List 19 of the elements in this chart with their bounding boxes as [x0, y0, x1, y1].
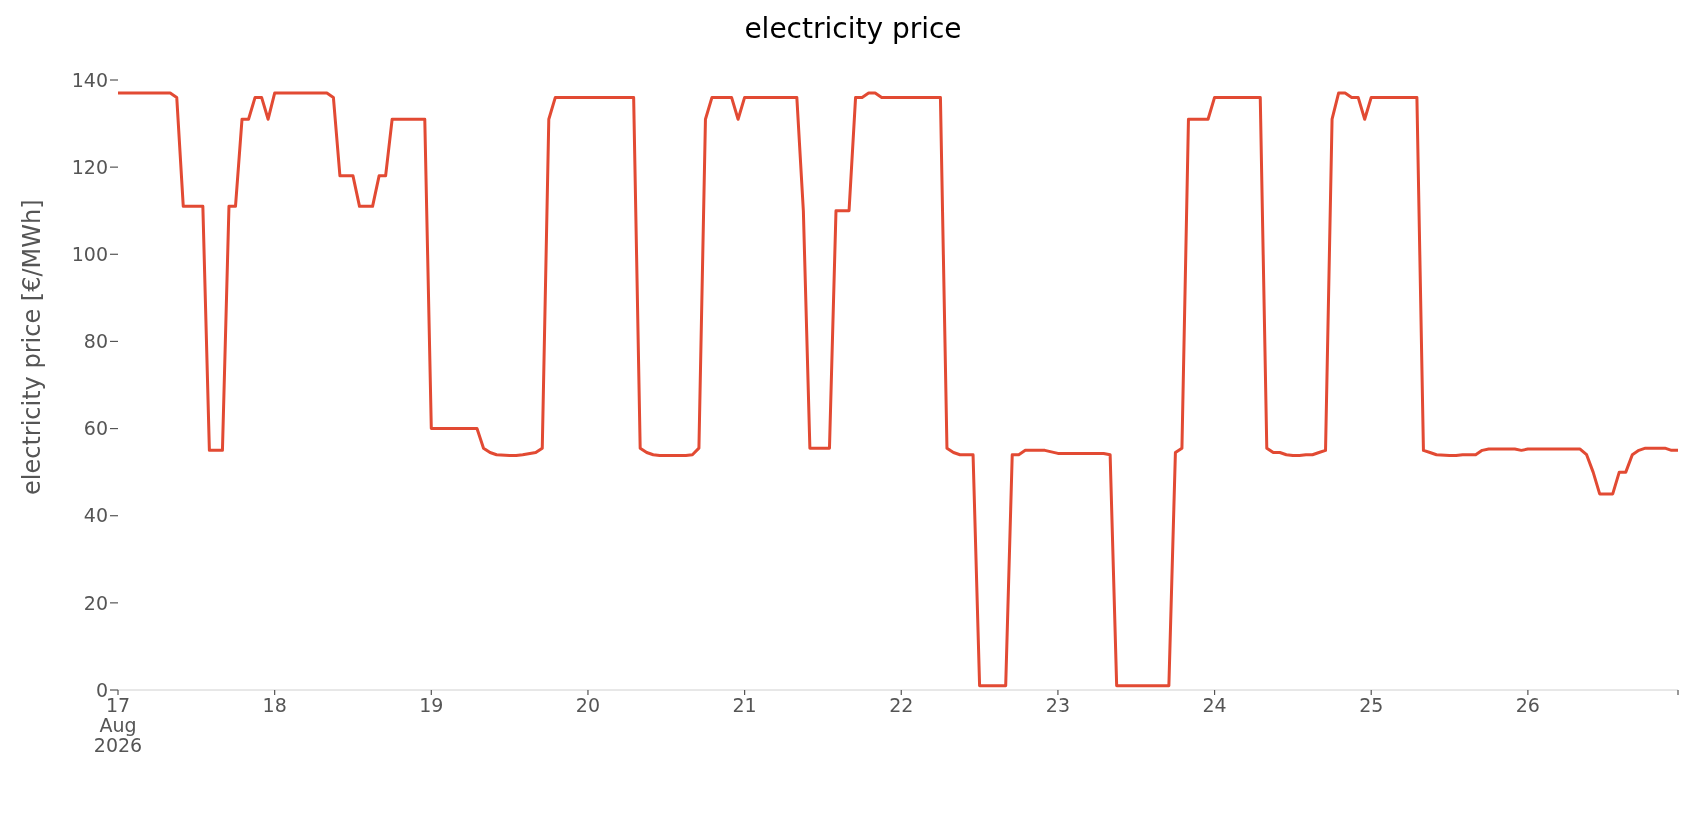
y-tick-label: 40: [83, 504, 108, 527]
x-tick-label: 26: [1515, 694, 1540, 716]
y-tick-label: 60: [83, 417, 108, 440]
y-axis-title: electricity price [€/MWh]: [17, 199, 46, 495]
line-series: [118, 91, 1678, 688]
y-tick-label: 100: [71, 243, 108, 266]
x-tick-label: 19: [419, 694, 444, 716]
y-tick-label: 140: [71, 68, 108, 91]
x-tick-label: 25: [1359, 694, 1384, 716]
y-tick-label: 80: [83, 330, 108, 353]
x-tick-label: 23: [1045, 694, 1071, 716]
chart-title: electricity price: [743, 11, 963, 47]
x-tick-label: 20: [575, 694, 601, 716]
y-tick-label: 20: [83, 591, 108, 614]
y-tick-label: 120: [71, 155, 108, 178]
x-tick-label: 24: [1202, 694, 1227, 716]
x-tick-label: 22: [889, 694, 914, 716]
x-tick-label: 21: [732, 694, 757, 716]
x-tick-label: 18: [262, 694, 287, 716]
